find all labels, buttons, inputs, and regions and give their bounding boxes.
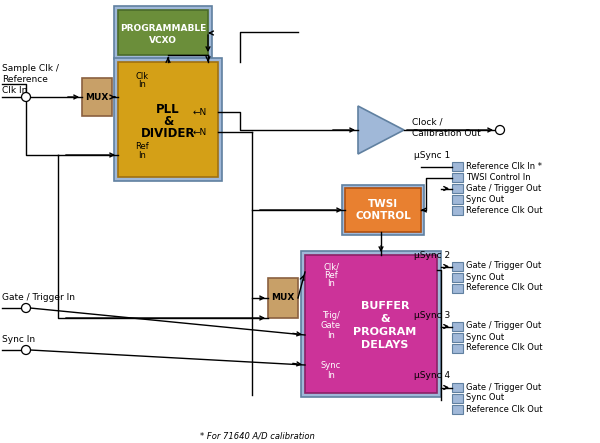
Circle shape xyxy=(22,93,31,101)
Text: In: In xyxy=(327,330,335,339)
Bar xyxy=(452,173,463,182)
Text: Trig/: Trig/ xyxy=(322,311,340,319)
Text: DELAYS: DELAYS xyxy=(361,340,409,350)
Text: Sync Out: Sync Out xyxy=(466,333,504,342)
Bar xyxy=(452,333,463,342)
Bar xyxy=(452,206,463,215)
Text: Reference Clk In *: Reference Clk In * xyxy=(466,162,542,171)
Text: Sync: Sync xyxy=(321,361,341,369)
Text: Sample Clk /: Sample Clk / xyxy=(2,63,59,73)
Text: Reference Clk Out: Reference Clk Out xyxy=(466,206,542,214)
Bar xyxy=(452,284,463,293)
Text: PROGRAMMABLE: PROGRAMMABLE xyxy=(120,23,206,32)
Text: In: In xyxy=(138,79,146,89)
Text: In: In xyxy=(327,279,335,288)
Text: PLL: PLL xyxy=(156,103,180,116)
Text: DIVIDER: DIVIDER xyxy=(141,127,195,140)
Text: Reference Clk Out: Reference Clk Out xyxy=(466,404,542,413)
Text: MUX: MUX xyxy=(85,93,109,101)
Text: Clk/: Clk/ xyxy=(323,263,339,272)
Bar xyxy=(118,62,218,177)
Text: Ref: Ref xyxy=(135,141,149,151)
Polygon shape xyxy=(358,106,404,154)
Text: Gate / Trigger Out: Gate / Trigger Out xyxy=(466,382,541,392)
Text: Clock /: Clock / xyxy=(412,117,443,127)
Text: Clk In: Clk In xyxy=(2,85,28,94)
Bar xyxy=(452,162,463,171)
Text: &: & xyxy=(380,314,390,324)
Bar xyxy=(301,251,441,397)
Text: Reference: Reference xyxy=(2,74,48,83)
Bar xyxy=(452,273,463,282)
Circle shape xyxy=(22,303,31,312)
Text: μSync 2: μSync 2 xyxy=(414,250,450,260)
Bar xyxy=(82,78,112,116)
Bar xyxy=(452,394,463,403)
Bar xyxy=(452,322,463,331)
Text: Sync Out: Sync Out xyxy=(466,194,504,203)
Text: &: & xyxy=(163,115,173,128)
Text: μSync 3: μSync 3 xyxy=(414,311,450,319)
Text: μSync 4: μSync 4 xyxy=(414,372,450,381)
Bar xyxy=(305,255,437,393)
Bar xyxy=(342,185,424,235)
Text: ←N: ←N xyxy=(193,108,207,117)
Text: In: In xyxy=(327,370,335,380)
Text: Ref: Ref xyxy=(324,271,338,280)
Text: ←N: ←N xyxy=(193,128,207,136)
Text: CONTROL: CONTROL xyxy=(355,211,411,221)
Text: In: In xyxy=(138,151,146,159)
Bar xyxy=(452,383,463,392)
Circle shape xyxy=(22,346,31,354)
Text: Calibration Out: Calibration Out xyxy=(412,128,481,137)
Text: μSync 1: μSync 1 xyxy=(414,151,450,159)
Text: VCXO: VCXO xyxy=(149,35,177,44)
Bar xyxy=(452,405,463,414)
Text: PROGRAM: PROGRAM xyxy=(353,327,416,337)
Bar xyxy=(452,195,463,204)
Text: Sync Out: Sync Out xyxy=(466,272,504,281)
Bar xyxy=(114,58,222,181)
Text: MUX: MUX xyxy=(271,294,295,303)
Text: Gate / Trigger Out: Gate / Trigger Out xyxy=(466,322,541,330)
Text: Sync Out: Sync Out xyxy=(466,393,504,403)
Bar xyxy=(268,278,298,318)
Bar xyxy=(452,262,463,271)
Text: Reference Clk Out: Reference Clk Out xyxy=(466,284,542,292)
Text: TWSI: TWSI xyxy=(368,199,398,209)
Bar xyxy=(118,10,208,55)
Text: BUFFER: BUFFER xyxy=(361,301,409,311)
Bar xyxy=(452,184,463,193)
Text: Clk: Clk xyxy=(136,71,149,81)
Bar xyxy=(114,6,212,59)
Bar xyxy=(452,344,463,353)
Bar xyxy=(345,188,421,232)
Text: Gate / Trigger Out: Gate / Trigger Out xyxy=(466,183,541,193)
Text: * For 71640 A/D calibration: * For 71640 A/D calibration xyxy=(200,431,315,440)
Text: Sync In: Sync In xyxy=(2,335,35,345)
Text: Gate / Trigger In: Gate / Trigger In xyxy=(2,294,75,303)
Text: Gate: Gate xyxy=(321,320,341,330)
Text: Reference Clk Out: Reference Clk Out xyxy=(466,343,542,353)
Text: Gate / Trigger Out: Gate / Trigger Out xyxy=(466,261,541,271)
Circle shape xyxy=(496,125,505,135)
Text: TWSI Control In: TWSI Control In xyxy=(466,172,530,182)
